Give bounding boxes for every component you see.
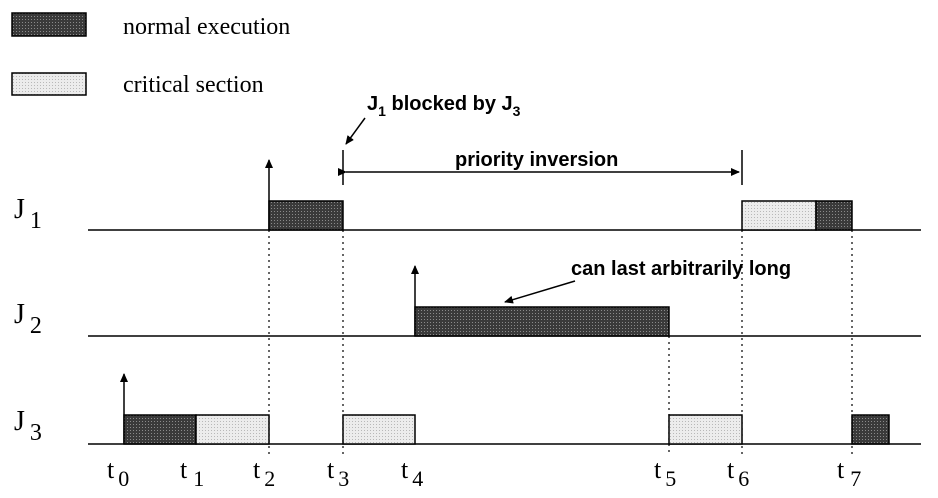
priority-inversion-label: priority inversion (455, 149, 618, 171)
j2-normal-block (414, 306, 670, 337)
blocked-annotation: J1 blocked by J3 (367, 93, 521, 119)
j1-critical-block (741, 200, 817, 231)
j3-critical-block-2 (342, 414, 416, 445)
legend-normal-swatch (11, 12, 87, 37)
legend-critical-swatch (11, 72, 87, 96)
legend-normal-label: normal execution (123, 14, 290, 40)
j3-normal-block-1 (123, 414, 197, 445)
j1-normal-block-1 (268, 200, 344, 231)
j3-critical-block-1 (195, 414, 270, 445)
blocked-pointer-arrow (345, 117, 366, 145)
arbitrary-pointer-arrow (504, 280, 576, 304)
j3-normal-block-2 (851, 414, 890, 445)
arbitrary-annotation: can last arbitrarily long (571, 258, 791, 280)
legend-critical-label: critical section (123, 72, 264, 98)
j3-critical-block-3 (668, 414, 743, 445)
j1-normal-block-2 (815, 200, 853, 231)
